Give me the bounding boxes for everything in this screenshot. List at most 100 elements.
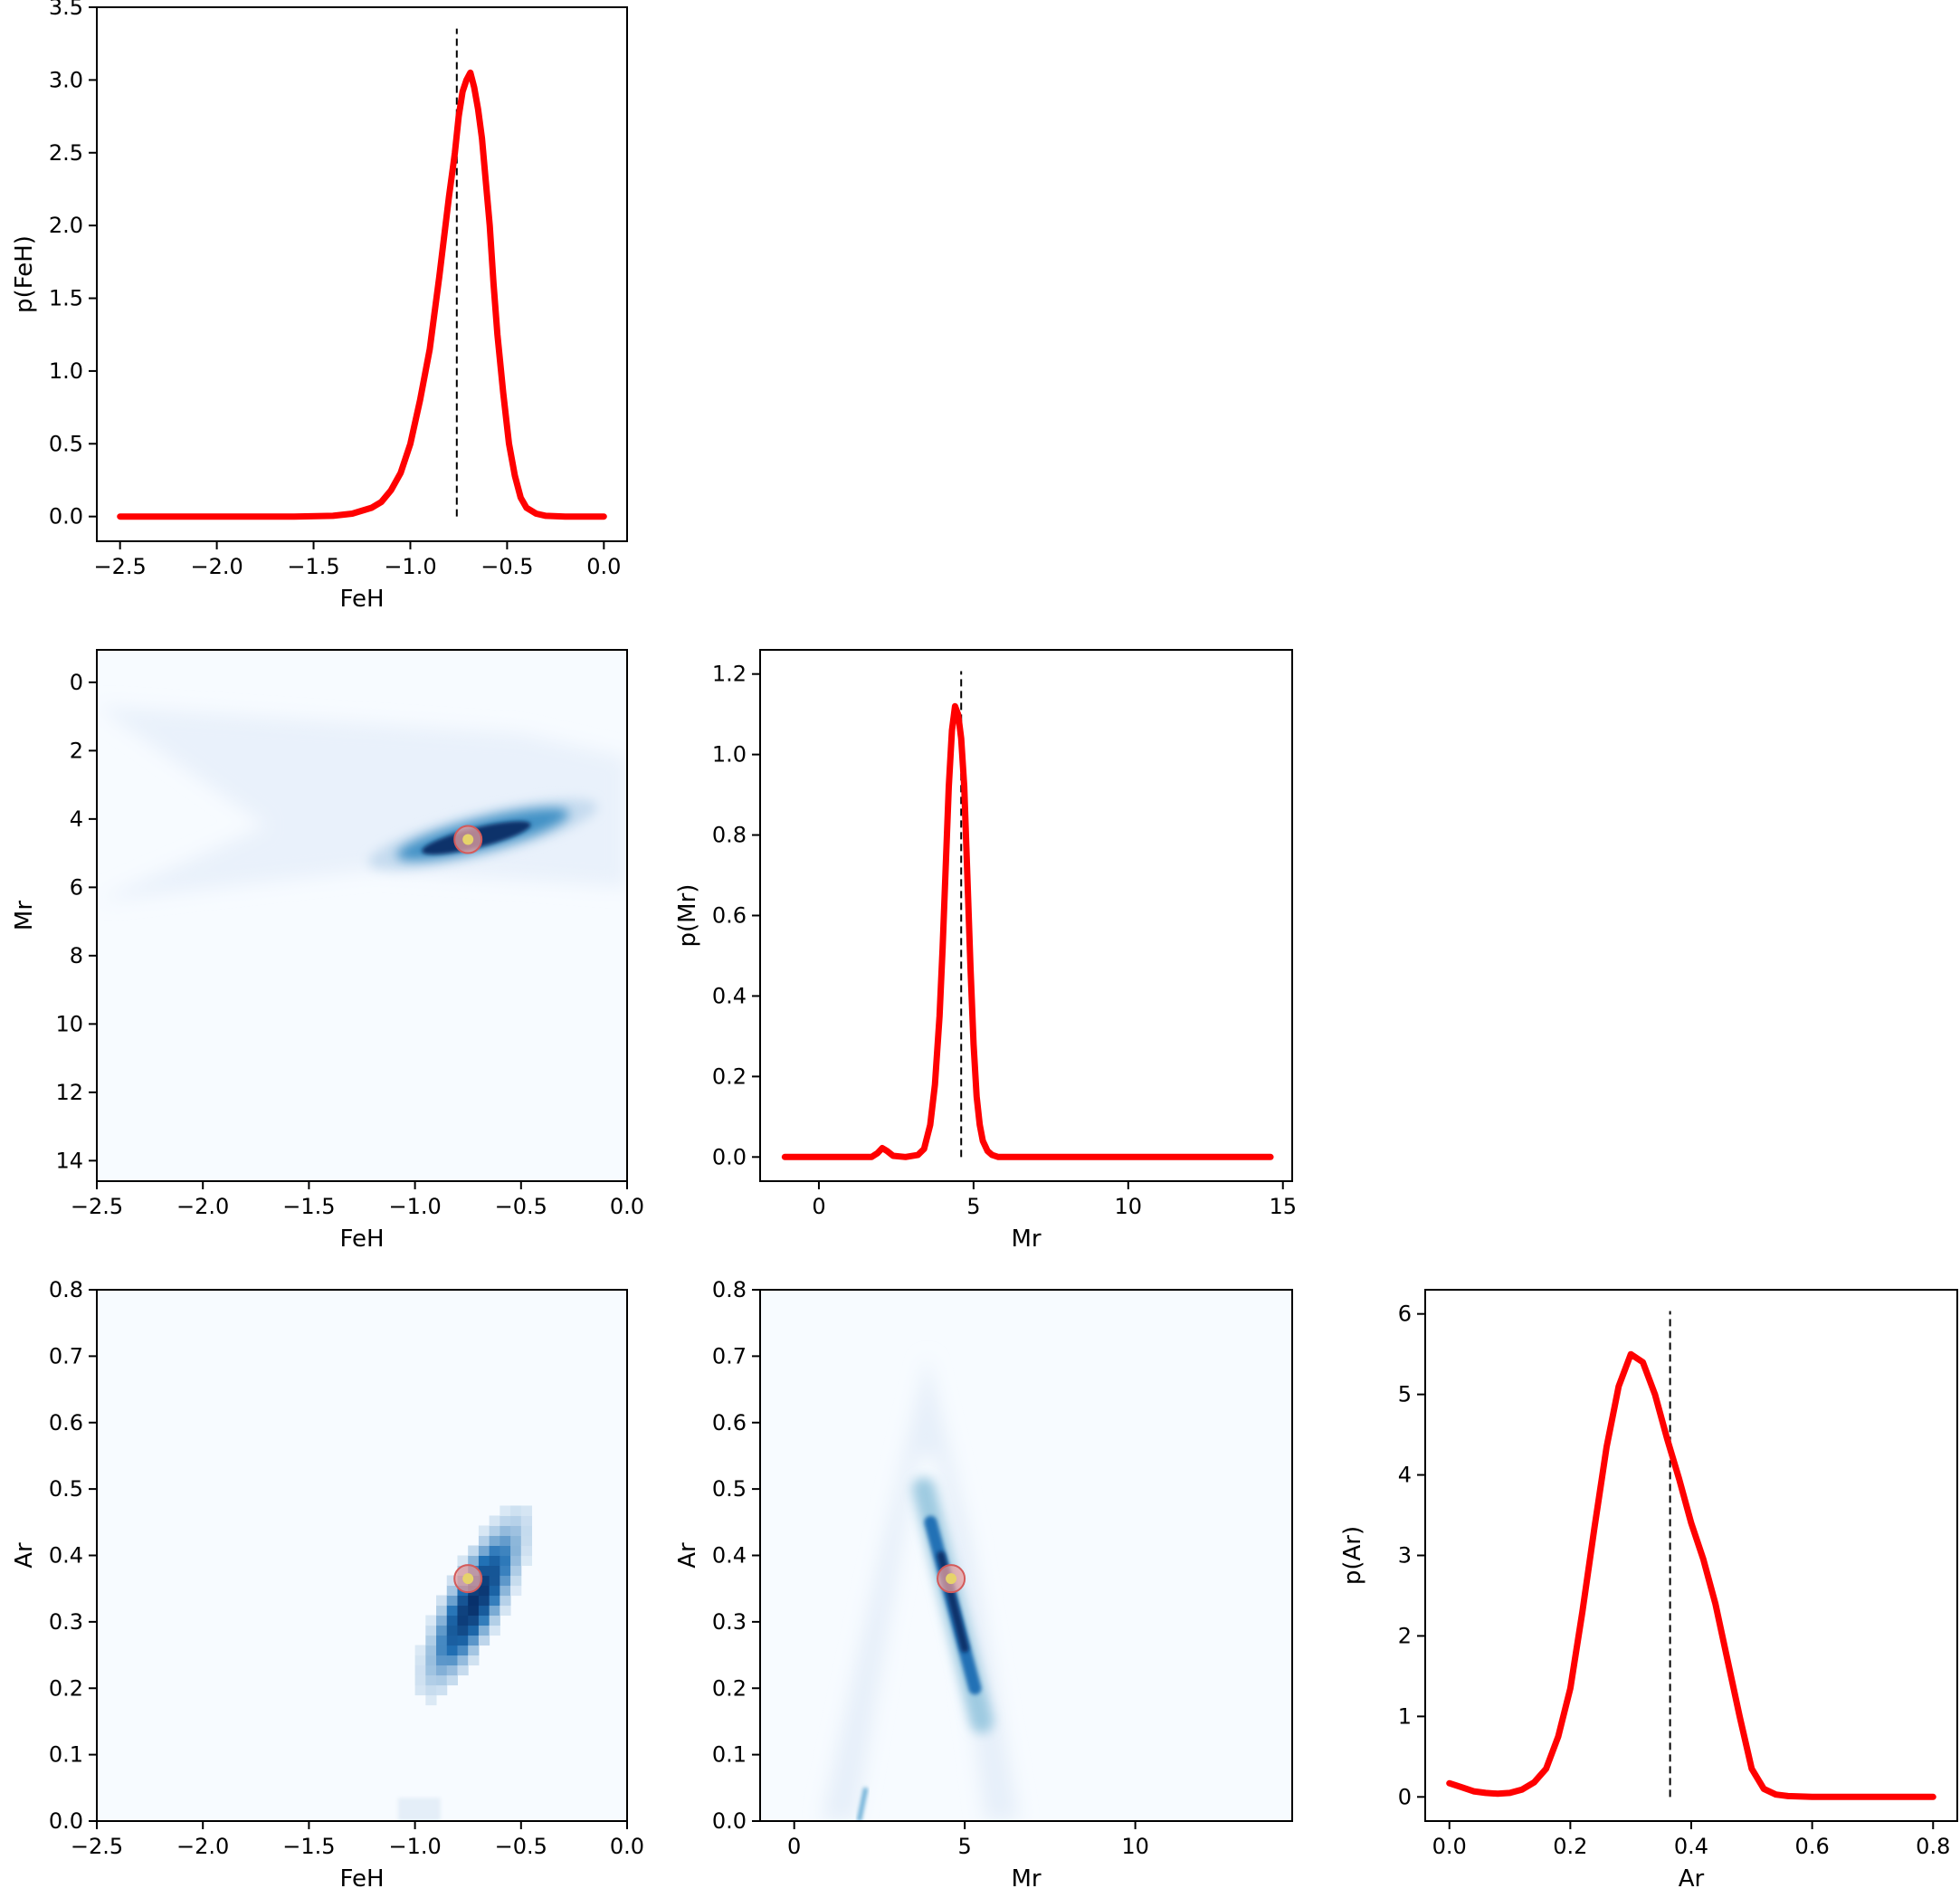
- axes-feh-ar-joint: −2.5 −2.0 −1.5 −1.0 −0.5 0.0 0.0 0.1 0.2 0.3 0.4 0.…: [11, 1277, 644, 1893]
- y-tick-label: 0.4: [712, 1543, 747, 1569]
- x-tick-label: −2.0: [190, 554, 243, 579]
- x-axis-label: FeH: [339, 1865, 384, 1893]
- axes-feh-mr-joint: −2.5 −2.0 −1.5 −1.0 −0.5 0.0 0 2 4 6 8 10 12 14 FeH Mr: [11, 670, 644, 1253]
- density-arch: [821, 1356, 1020, 1821]
- x-tick-label: −2.0: [176, 1194, 229, 1219]
- x-tick-label: −1.5: [282, 1834, 335, 1859]
- axes-mr-marginal: 0 5 10 15 0.0 0.2 0.4 0.6 0.8 1.0 1.2 Mr p(Mr): [674, 662, 1297, 1253]
- x-tick-label: 0: [787, 1834, 801, 1859]
- heatmap-cell: [489, 1585, 500, 1597]
- heatmap-cell: [468, 1555, 480, 1567]
- x-tick-label: 0.8: [1916, 1834, 1950, 1859]
- heatmap-cell: [510, 1575, 522, 1587]
- axes-frame: [759, 1289, 1293, 1822]
- heatmap-cell: [500, 1575, 511, 1587]
- heatmap-cell: [500, 1595, 511, 1607]
- heatmap-cell: [436, 1645, 448, 1656]
- heatmap-cell: [500, 1605, 511, 1617]
- heatmap-cell: [436, 1615, 448, 1626]
- heatmap-cell: [457, 1655, 469, 1666]
- y-axis-label: p(Mr): [674, 884, 701, 948]
- y-tick-label: 3.5: [49, 0, 83, 20]
- heatmap-cell: [489, 1525, 500, 1536]
- x-tick-label: 10: [1115, 1194, 1143, 1219]
- heatmap-cell: [436, 1684, 448, 1696]
- heatmap-cell: [510, 1565, 522, 1577]
- heatmap-cell: [520, 1535, 533, 1546]
- heatmap-cell: [500, 1515, 511, 1526]
- heatmap-cell: [478, 1605, 490, 1617]
- y-tick-label: 1.5: [49, 286, 83, 311]
- y-tick-label: 8: [70, 943, 83, 968]
- heatmap-cell: [478, 1525, 490, 1536]
- y-tick-label: 0.8: [712, 1277, 747, 1302]
- axes-frame: [96, 6, 628, 542]
- heatmap-cell: [489, 1625, 500, 1636]
- y-tick-label: 1.2: [712, 662, 747, 687]
- heatmap-cell: [457, 1555, 469, 1567]
- heatmap-cell: [468, 1655, 480, 1666]
- heatmap-cell: [489, 1605, 500, 1617]
- y-tick-label: 0.1: [712, 1742, 747, 1768]
- y-tick-label: 2.5: [49, 140, 83, 166]
- heatmap-density: [397, 1505, 533, 1821]
- heatmap-cell: [425, 1664, 437, 1676]
- y-tick-label: 0.4: [49, 1543, 83, 1569]
- heatmap-cell: [457, 1605, 469, 1617]
- heatmap-cell: [414, 1655, 426, 1666]
- heatmap-cell: [436, 1664, 448, 1676]
- y-tick-label: 0: [70, 670, 83, 695]
- heatmap-cell: [457, 1625, 469, 1636]
- heatmap-cell: [478, 1585, 490, 1597]
- heatmap-cell: [489, 1565, 500, 1577]
- heatmap-cell: [436, 1635, 448, 1646]
- density-curve: [1446, 1350, 1936, 1800]
- heatmap-cell: [478, 1575, 490, 1587]
- heatmap-cell: [425, 1655, 437, 1666]
- heatmap-cell: [489, 1535, 500, 1546]
- heatmap-cell: [425, 1625, 437, 1636]
- x-tick-label: −1.0: [384, 554, 436, 579]
- heatmap-cell: [446, 1655, 458, 1666]
- truth-marker-center: [462, 1573, 474, 1585]
- x-tick-label: −2.0: [176, 1834, 229, 1859]
- heatmap-cell: [500, 1565, 511, 1577]
- heatmap-cell: [478, 1595, 490, 1607]
- heatmap-cell: [414, 1684, 426, 1696]
- y-tick-label: 0.2: [712, 1675, 747, 1701]
- y-tick-label: 5: [1398, 1382, 1412, 1407]
- x-tick-label: 0.4: [1674, 1834, 1708, 1859]
- heatmap-cell: [489, 1615, 500, 1626]
- y-axis-label: Ar: [674, 1542, 701, 1569]
- y-tick-label: 0.5: [49, 431, 83, 456]
- y-tick-label: 0.6: [712, 903, 747, 929]
- y-tick-label: 2: [70, 738, 83, 763]
- heatmap-cell: [520, 1555, 533, 1567]
- heatmap-cell: [520, 1515, 533, 1526]
- y-tick-label: 0.0: [712, 1808, 747, 1834]
- heatmap-cell: [468, 1595, 480, 1607]
- y-tick-label: 0.2: [712, 1063, 747, 1089]
- y-tick-label: 2.0: [49, 213, 83, 238]
- y-tick-label: 0.6: [712, 1410, 747, 1435]
- axes-frame: [759, 649, 1293, 1182]
- axes-ar-marginal: 0.0 0.2 0.4 0.6 0.8 0 1 2 3 4 5 6 Ar p(Ar): [1339, 1302, 1950, 1893]
- heatmap-background: [97, 1290, 627, 1821]
- y-tick-label: 0.8: [712, 823, 747, 848]
- y-tick-label: 0: [1398, 1784, 1412, 1809]
- heatmap-cell: [436, 1625, 448, 1636]
- heatmap-cell: [414, 1664, 426, 1676]
- heatmap-cell: [510, 1555, 522, 1567]
- density-curve: [781, 702, 1274, 1160]
- heatmap-cell: [510, 1515, 522, 1526]
- x-tick-label: −2.5: [71, 1834, 123, 1859]
- x-tick-label: 15: [1269, 1194, 1297, 1219]
- heatmap-cell: [500, 1535, 511, 1546]
- x-axis-label: Mr: [1011, 1865, 1041, 1893]
- heatmap-cell: [446, 1595, 458, 1607]
- axes-feh-marginal: −2.5 −2.0 −1.5 −1.0 −0.5 0.0 0.0 0.5 1.0 1.5 2.0 2.…: [11, 0, 621, 613]
- heatmap-cell: [457, 1595, 469, 1607]
- heatmap-cell: [457, 1615, 469, 1626]
- y-tick-label: 0.0: [49, 1808, 83, 1834]
